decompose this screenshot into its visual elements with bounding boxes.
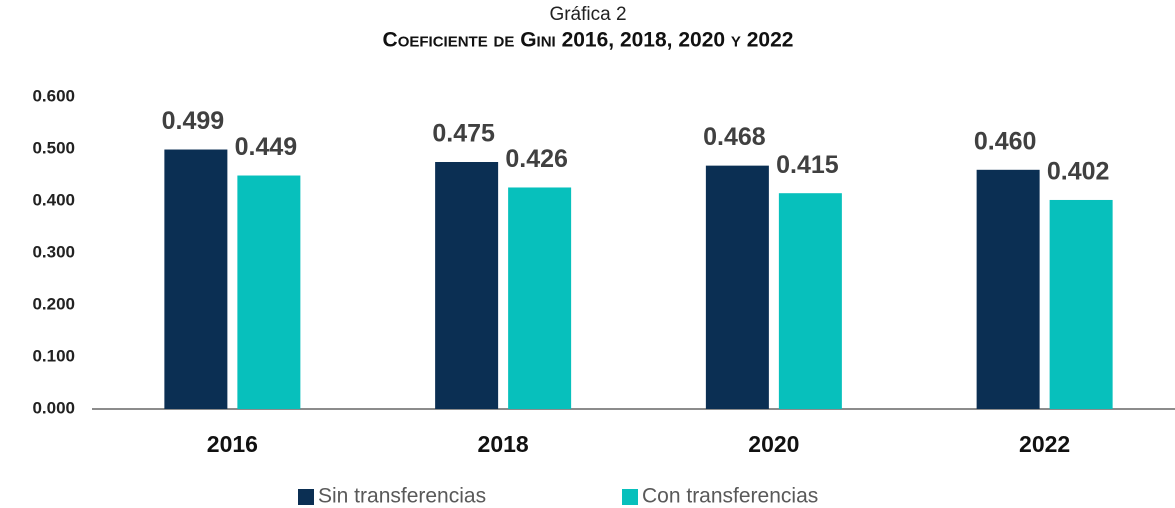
legend-swatch [298,489,314,505]
value-label: 0.468 [703,123,766,151]
bar [1049,199,1113,409]
bar [778,193,842,409]
x-tick-label: 2020 [748,431,799,457]
bar [237,175,301,409]
value-label: 0.402 [1047,158,1110,186]
value-label: 0.460 [974,127,1037,155]
x-tick-label: 2016 [207,431,258,457]
bar [705,165,769,409]
chart-subtitle: Coeficiente de Gini 2016, 2018, 2020 y 2… [383,29,794,52]
bar [435,162,499,409]
y-tick-label: 0.300 [32,242,75,261]
value-label: 0.449 [235,133,298,161]
y-tick-label: 0.500 [32,138,75,157]
bar [508,187,572,409]
chart-title: Gráfica 2 [549,4,626,25]
x-tick-label: 2018 [478,431,529,457]
bar [976,169,1040,409]
bar [164,149,228,409]
legend-label: Con transferencias [642,485,818,508]
value-label: 0.426 [505,145,568,173]
value-label: 0.415 [776,151,839,179]
legend-label: Sin transferencias [318,485,486,508]
legend-swatch [622,489,638,505]
x-tick-label: 2022 [1019,431,1070,457]
y-tick-label: 0.600 [32,86,75,105]
value-label: 0.475 [432,120,495,148]
value-label: 0.499 [162,107,225,135]
y-tick-label: 0.200 [32,294,75,313]
y-tick-label: 0.000 [32,398,75,417]
y-tick-label: 0.400 [32,190,75,209]
y-tick-label: 0.100 [32,346,75,365]
